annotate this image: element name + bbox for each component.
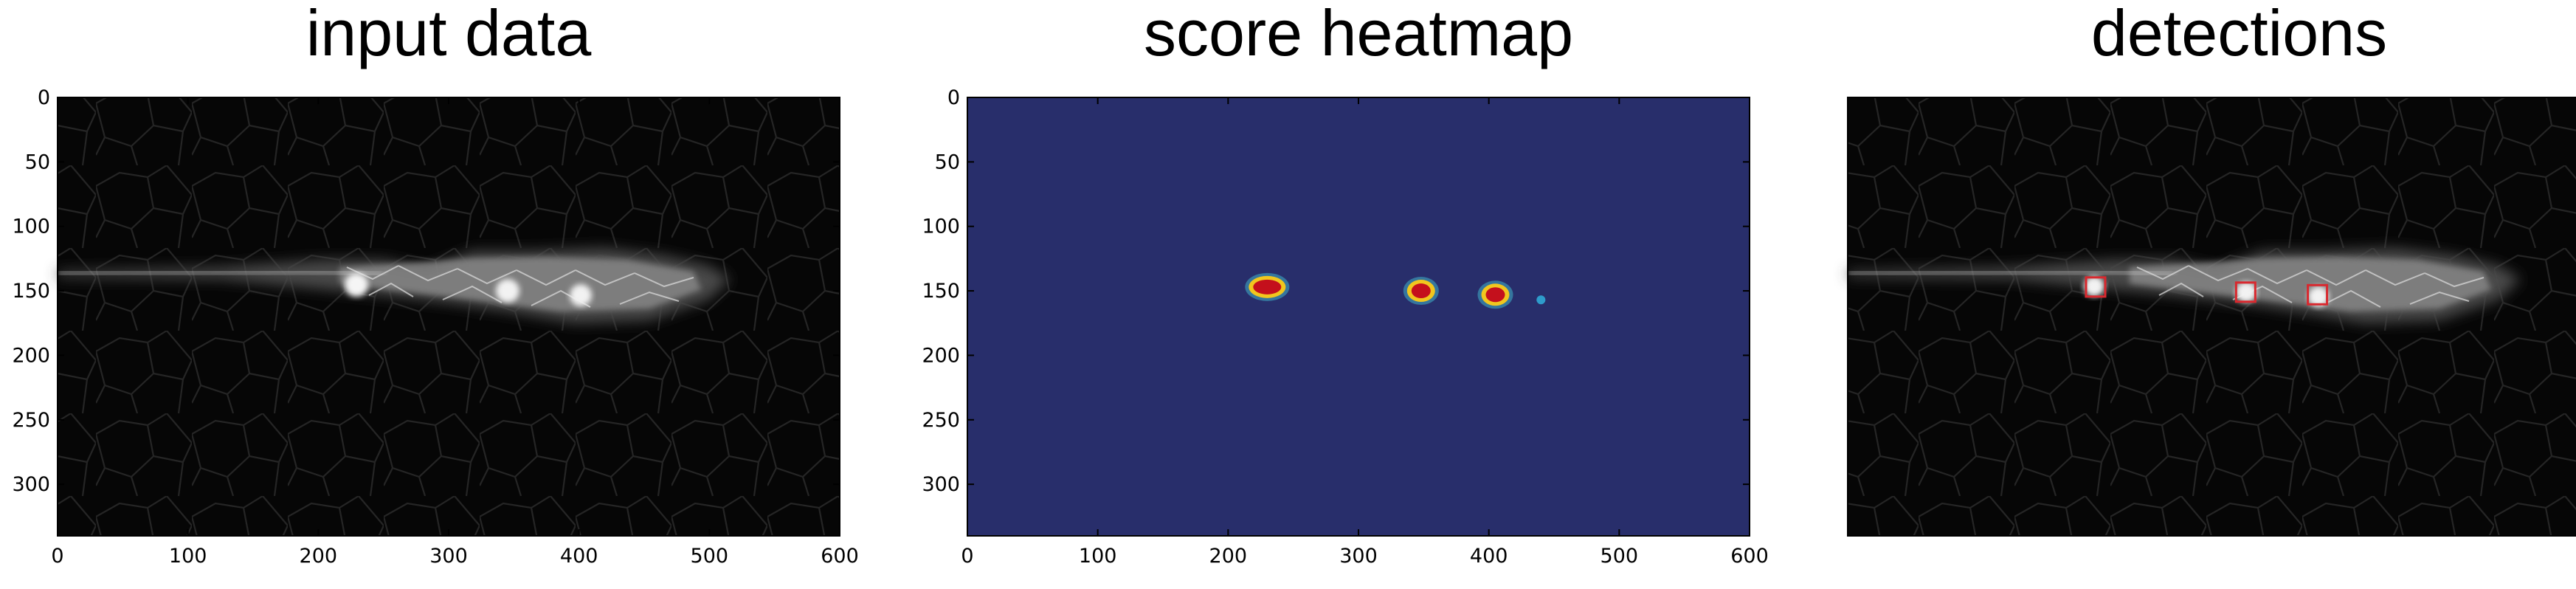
panel-title-detections: detections xyxy=(2090,0,2388,69)
input-xtick-label: 0 xyxy=(51,545,63,568)
input-cell-cluster xyxy=(57,248,731,323)
heatmap-background xyxy=(967,97,1750,536)
heatmap-xtick-label: 300 xyxy=(1339,545,1378,568)
input-xtick-label: 200 xyxy=(300,545,338,568)
input-ytick-label: 250 xyxy=(12,409,50,432)
heatmap-xtick-label: 400 xyxy=(1470,545,1508,568)
heatmap-ytick-label: 100 xyxy=(922,216,960,238)
panel-title-input: input data xyxy=(305,0,592,69)
input-xtick-label: 300 xyxy=(429,545,468,568)
panel-detections xyxy=(1847,97,2576,537)
panel-input-data: 0 100 200 300 400 500 600 0 50 100 150 200 250 300 xyxy=(12,86,858,568)
detection-boxes xyxy=(2085,276,2329,306)
input-ytick-label: 300 xyxy=(12,473,50,496)
heatmap-hotspot-weak xyxy=(1536,295,1546,305)
detection-box xyxy=(2085,276,2107,298)
heatmap-ytick-label: 200 xyxy=(922,344,960,367)
input-ytick-label: 200 xyxy=(12,344,50,367)
input-axes: 0 100 200 300 400 500 600 0 50 100 150 200 250 300 xyxy=(12,86,858,568)
heatmap-ytick-label: 150 xyxy=(922,280,960,303)
heatmap-xtick-label: 100 xyxy=(1079,545,1117,568)
input-xtick-label: 600 xyxy=(821,545,859,568)
input-xtick-label: 500 xyxy=(691,545,729,568)
heatmap-ytick-label: 300 xyxy=(922,473,960,496)
panel-score-heatmap: 0 100 200 300 400 500 600 0 50 100 150 200 250 300 xyxy=(922,86,1768,568)
heatmap-hotspot xyxy=(1253,279,1282,294)
heatmap-hotspot xyxy=(1485,287,1505,303)
input-xtick-label: 100 xyxy=(169,545,207,568)
heatmap-axes: 0 100 200 300 400 500 600 0 50 100 150 200 250 300 xyxy=(922,86,1768,568)
detections-cell-texture xyxy=(1848,97,2576,536)
heatmap-xtick-label: 600 xyxy=(1730,545,1769,568)
heatmap-xtick-label: 200 xyxy=(1209,545,1248,568)
heatmap-ytick-label: 50 xyxy=(935,151,960,173)
input-cell-texture xyxy=(58,97,840,536)
heatmap-hotspot xyxy=(1411,283,1431,299)
heatmap-xtick-label: 0 xyxy=(961,545,973,568)
heatmap-xtick-label: 500 xyxy=(1600,545,1639,568)
input-ytick-label: 50 xyxy=(25,151,50,173)
input-ytick-label: 0 xyxy=(38,86,50,109)
input-bright-spot-1 xyxy=(345,273,368,297)
input-bright-spot-2 xyxy=(496,279,519,303)
input-ytick-label: 100 xyxy=(12,216,50,238)
input-ytick-label: 150 xyxy=(12,280,50,303)
heatmap-hotspots xyxy=(1245,272,1546,309)
detection-box xyxy=(2307,283,2329,306)
heatmap-ytick-label: 250 xyxy=(922,409,960,432)
input-bright-spot-3 xyxy=(570,284,592,306)
detections-axes-frame xyxy=(1847,97,2576,537)
input-xtick-label: 400 xyxy=(560,545,598,568)
heatmap-ytick-label: 0 xyxy=(947,86,960,109)
detection-box xyxy=(2234,281,2256,303)
panel-title-heatmap: score heatmap xyxy=(1143,0,1574,69)
